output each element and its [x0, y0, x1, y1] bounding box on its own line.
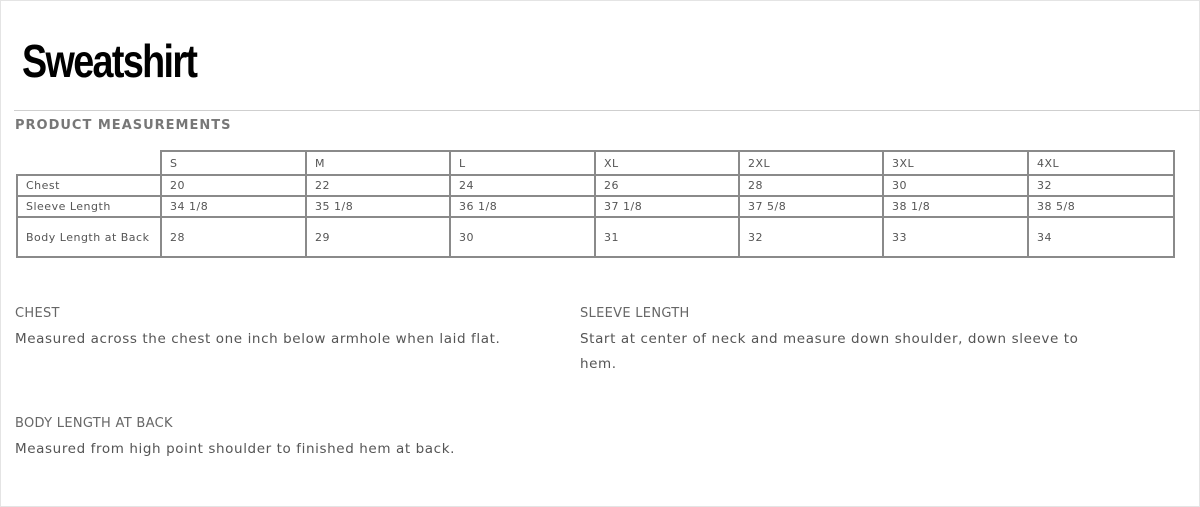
section-title: PRODUCT MEASUREMENTS	[15, 118, 232, 133]
table-header-row: S M L XL 2XL 3XL 4XL	[17, 150, 1175, 176]
cell: 31	[594, 216, 740, 258]
cell: 37 1/8	[594, 195, 740, 218]
body-length-heading: BODY LENGTH AT BACK	[15, 416, 173, 431]
size-header: 2XL	[738, 150, 884, 176]
cell: 30	[449, 216, 596, 258]
chest-description: Measured across the chest one inch below…	[15, 331, 501, 347]
cell: 32	[1027, 174, 1175, 197]
cell: 33	[882, 216, 1029, 258]
cell: 37 5/8	[738, 195, 884, 218]
cell: 26	[594, 174, 740, 197]
cell: 38 1/8	[882, 195, 1029, 218]
size-header: 4XL	[1027, 150, 1175, 176]
size-header: M	[305, 150, 451, 176]
divider	[14, 110, 1200, 111]
cell: 28	[738, 174, 884, 197]
table-row: Body Length at Back 28 29 30 31 32 33 34	[16, 216, 1175, 258]
size-header: 3XL	[882, 150, 1029, 176]
cell: 36 1/8	[449, 195, 596, 218]
header-blank-cell	[17, 151, 161, 176]
cell: 20	[160, 174, 307, 197]
size-header: S	[160, 150, 307, 176]
table-row: Chest 20 22 24 26 28 30 32	[16, 174, 1175, 197]
cell: 34	[1027, 216, 1175, 258]
measurements-table: S M L XL 2XL 3XL 4XL Chest 20 22 24 26 2…	[16, 150, 1175, 258]
size-header: XL	[594, 150, 740, 176]
sleeve-description: Start at center of neck and measure down…	[580, 331, 1079, 372]
row-label: Sleeve Length	[16, 195, 162, 218]
page-title: Sweatshirt	[22, 35, 198, 87]
table-row: Sleeve Length 34 1/8 35 1/8 36 1/8 37 1/…	[16, 195, 1175, 218]
cell: 34 1/8	[160, 195, 307, 218]
cell: 30	[882, 174, 1029, 197]
body-length-description: Measured from high point shoulder to fin…	[15, 441, 456, 457]
chest-heading: CHEST	[15, 306, 60, 321]
sleeve-heading: SLEEVE LENGTH	[580, 306, 690, 321]
cell: 28	[160, 216, 307, 258]
cell: 22	[305, 174, 451, 197]
size-header: L	[449, 150, 596, 176]
row-label: Body Length at Back	[16, 216, 162, 258]
cell: 38 5/8	[1027, 195, 1175, 218]
cell: 24	[449, 174, 596, 197]
cell: 35 1/8	[305, 195, 451, 218]
cell: 29	[305, 216, 451, 258]
row-label: Chest	[16, 174, 162, 197]
cell: 32	[738, 216, 884, 258]
